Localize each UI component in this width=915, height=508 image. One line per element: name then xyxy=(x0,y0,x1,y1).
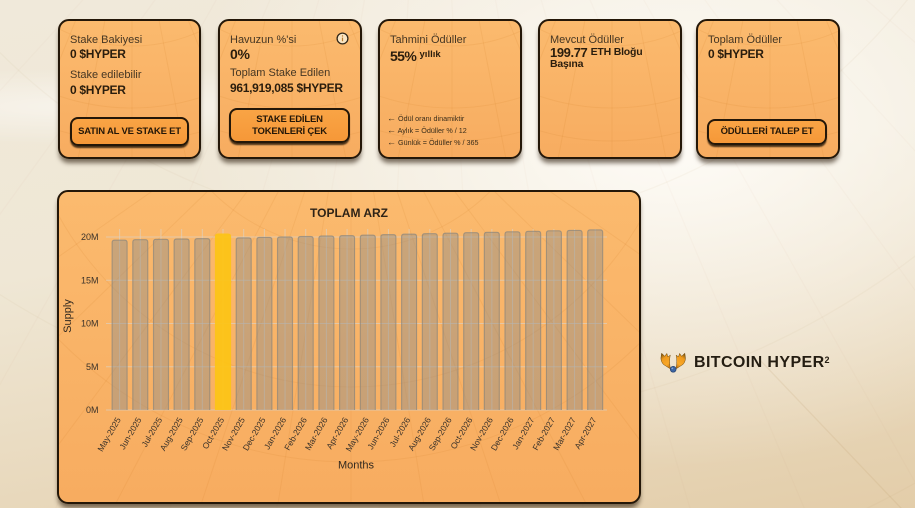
svg-text:20M: 20M xyxy=(81,232,99,242)
svg-text:15M: 15M xyxy=(81,275,99,285)
svg-text:0M: 0M xyxy=(86,405,99,415)
svg-text:5M: 5M xyxy=(86,362,99,372)
svg-text:Supply: Supply xyxy=(62,299,74,333)
svg-text:Months: Months xyxy=(338,460,375,472)
svg-text:10M: 10M xyxy=(81,319,99,329)
